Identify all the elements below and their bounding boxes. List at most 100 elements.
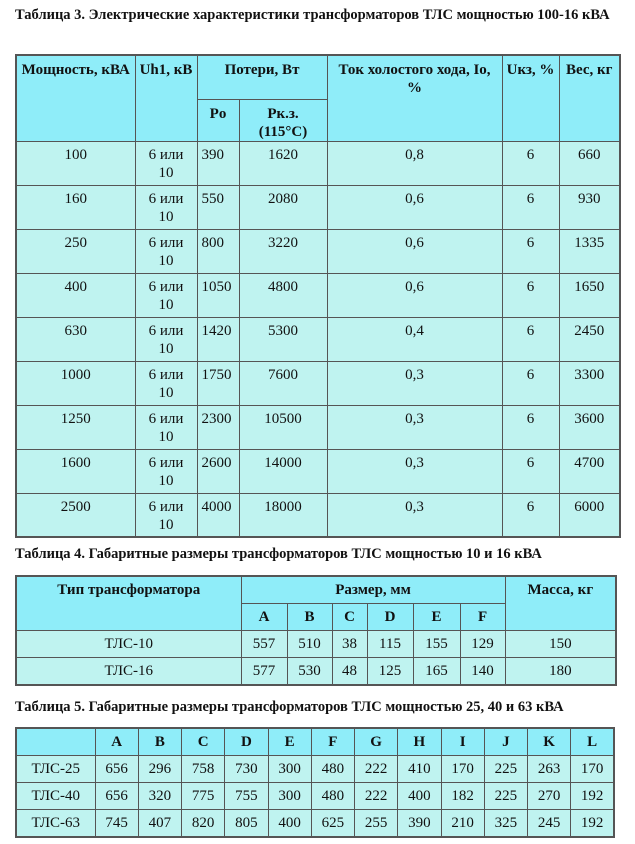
table-cell: 0,3	[326, 360, 503, 406]
table-cell: 0,6	[326, 272, 503, 318]
header-dim-F: F	[459, 603, 506, 631]
table-cell: 630	[15, 316, 136, 362]
electrical-characteristics-table: Мощность, кВА Uh1, кВ Потери, Вт Ток хол…	[15, 54, 622, 538]
table-cell: 6	[501, 228, 560, 274]
table-cell: 775	[180, 782, 226, 810]
table-cell: 805	[224, 809, 269, 838]
table-cell: 400	[15, 272, 136, 318]
table-cell: 530	[286, 657, 333, 686]
header-po: Po	[196, 98, 240, 142]
header-dim-H: H	[397, 727, 442, 756]
table-cell: 510	[286, 630, 333, 658]
table-row: 630 6 или 10 1420 5300 0,4 6 2450	[15, 316, 621, 362]
table-row: ТЛС-40 656 320 775 755 300 480 222 400 182 225 270 1…	[15, 782, 615, 810]
table-cell: 6000	[558, 492, 621, 538]
table-cell: 3300	[558, 360, 621, 406]
table-cell: 6 или 10	[134, 404, 198, 450]
table-cell: 0,3	[326, 404, 503, 450]
header-pkz: Pк.з. (115°C)	[238, 98, 328, 142]
table-cell: 225	[483, 755, 529, 783]
table-cell: 2500	[15, 492, 136, 538]
table-row: 400 6 или 10 1050 4800 0,6 6 1650	[15, 272, 621, 318]
header-uh1: Uh1, кВ	[134, 54, 198, 142]
table-cell: 625	[310, 809, 356, 838]
header-dim-A: A	[240, 603, 288, 631]
table-cell: 4700	[558, 448, 621, 494]
table-cell: 222	[353, 782, 399, 810]
table-cell: 6 или 10	[134, 184, 198, 230]
table-cell: 6 или 10	[134, 360, 198, 406]
table-cell: 577	[240, 657, 288, 686]
table-cell: 1600	[15, 448, 136, 494]
table-cell: 100	[15, 140, 136, 186]
table-cell: 0,6	[326, 228, 503, 274]
table-cell: 6 или 10	[134, 228, 198, 274]
table-cell: 160	[15, 184, 136, 230]
table-cell: ТЛС-40	[15, 782, 96, 810]
table-cell: 222	[353, 755, 399, 783]
table-cell: 150	[504, 630, 617, 658]
table-cell: 245	[526, 809, 572, 838]
table-cell: 18000	[238, 492, 328, 538]
table-cell: 1650	[558, 272, 621, 318]
table-cell: 1620	[238, 140, 328, 186]
header-size: Размер, мм	[240, 575, 506, 604]
table-cell: ТЛС-25	[15, 755, 96, 783]
table-cell: 660	[558, 140, 621, 186]
table-row: ТЛС-16 577 530 48 125 165 140 180	[15, 657, 617, 686]
table-cell: 6	[501, 448, 560, 494]
table-cell: 7600	[238, 360, 328, 406]
table-cell: 3220	[238, 228, 328, 274]
table-cell: 155	[412, 630, 461, 658]
table-cell: 180	[504, 657, 617, 686]
table-cell: 320	[137, 782, 183, 810]
table-cell: 656	[94, 755, 139, 783]
table-cell: 2300	[196, 404, 240, 450]
table-cell: 800	[196, 228, 240, 274]
table-cell: 0,3	[326, 448, 503, 494]
table-cell: 170	[570, 755, 615, 783]
table-cell: 4000	[196, 492, 240, 538]
table-cell: 210	[440, 809, 485, 838]
header-dim-D: D	[224, 727, 269, 756]
table-cell: 192	[570, 782, 615, 810]
table5-caption: Таблица 5. Габаритные размеры трансформа…	[15, 699, 564, 715]
table-cell: 6	[501, 404, 560, 450]
table-cell: 14000	[238, 448, 328, 494]
table-cell: 125	[366, 657, 414, 686]
table-cell: 755	[224, 782, 269, 810]
table-cell: 6 или 10	[134, 448, 198, 494]
header-dim-K: K	[526, 727, 572, 756]
table-row: 1600 6 или 10 2600 14000 0,3 6 4700	[15, 448, 621, 494]
table-cell: 300	[267, 755, 312, 783]
header-io: Ток холостого хода, Io, %	[326, 54, 503, 142]
table-cell: 0,3	[326, 492, 503, 538]
table-cell: 557	[240, 630, 288, 658]
header-power: Мощность, кВА	[15, 54, 136, 142]
table-cell: 4800	[238, 272, 328, 318]
header-type: Тип трансформатора	[15, 575, 242, 631]
header-dim-E: E	[412, 603, 461, 631]
table-cell: 170	[440, 755, 485, 783]
table-cell: 930	[558, 184, 621, 230]
header-losses: Потери, Вт	[196, 54, 328, 100]
table-cell: 480	[310, 782, 356, 810]
header-dim-J: J	[483, 727, 529, 756]
header-dim-D: D	[366, 603, 414, 631]
table-cell: 5300	[238, 316, 328, 362]
table-cell: 480	[310, 755, 356, 783]
table-cell: ТЛС-10	[15, 630, 242, 658]
table-cell: 820	[180, 809, 226, 838]
table-cell: 6	[501, 272, 560, 318]
table-cell: 225	[483, 782, 529, 810]
table-cell: 48	[331, 657, 368, 686]
table-cell: 0,8	[326, 140, 503, 186]
table-cell: 2450	[558, 316, 621, 362]
table-cell: 390	[196, 140, 240, 186]
table-cell: 115	[366, 630, 414, 658]
table-cell: 250	[15, 228, 136, 274]
header-dim-E: E	[267, 727, 312, 756]
table-cell: 255	[353, 809, 399, 838]
table-cell: 165	[412, 657, 461, 686]
